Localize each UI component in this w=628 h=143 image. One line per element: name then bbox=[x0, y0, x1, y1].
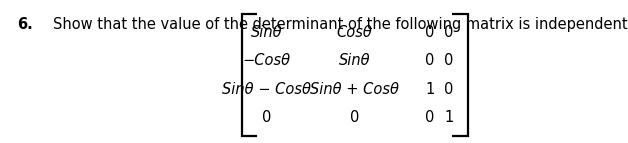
Text: 0: 0 bbox=[426, 111, 435, 125]
Text: 0: 0 bbox=[426, 25, 435, 40]
Text: 0: 0 bbox=[350, 111, 359, 125]
Text: Sinθ: Sinθ bbox=[251, 25, 283, 40]
Text: 0: 0 bbox=[426, 53, 435, 68]
Text: Cosθ: Cosθ bbox=[337, 25, 373, 40]
Text: Sinθ − Cosθ: Sinθ − Cosθ bbox=[222, 82, 311, 97]
Text: 0: 0 bbox=[263, 111, 271, 125]
Text: −Cosθ: −Cosθ bbox=[243, 53, 291, 68]
Text: Sinθ: Sinθ bbox=[339, 53, 371, 68]
Text: 0: 0 bbox=[445, 82, 453, 97]
Text: 1: 1 bbox=[445, 111, 453, 125]
Text: 6.: 6. bbox=[18, 17, 33, 32]
Text: Sinθ + Cosθ: Sinθ + Cosθ bbox=[310, 82, 399, 97]
Text: 0: 0 bbox=[445, 25, 453, 40]
Text: 1: 1 bbox=[426, 82, 435, 97]
Text: 0: 0 bbox=[445, 53, 453, 68]
Text: Show that the value of the determinant of the following matrix is independent of: Show that the value of the determinant o… bbox=[53, 17, 628, 32]
